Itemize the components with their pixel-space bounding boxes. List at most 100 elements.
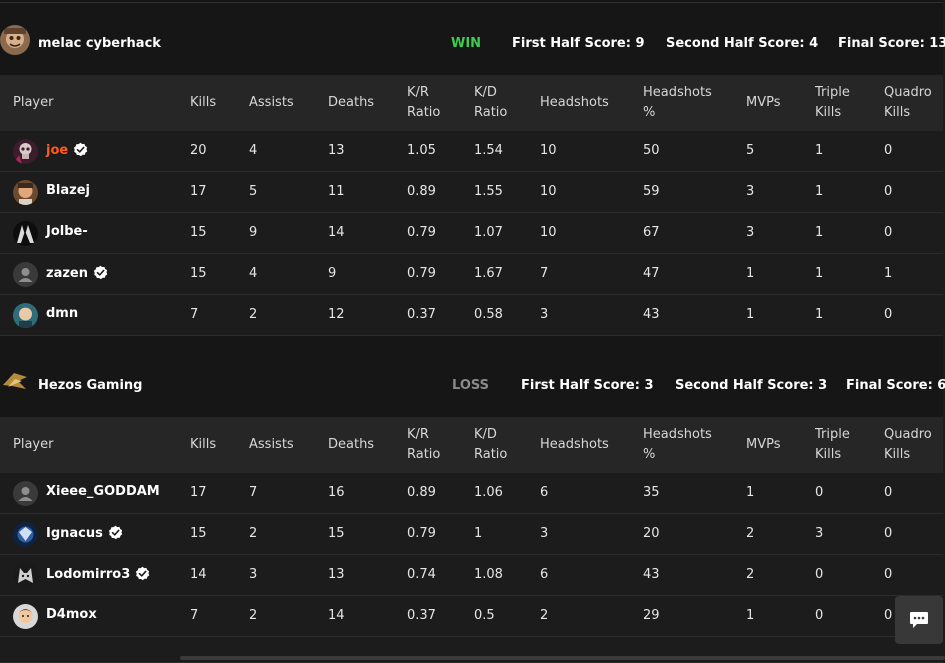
column-header-assists[interactable]: Assists xyxy=(249,93,294,113)
column-header-kd-ratio[interactable]: K/D Ratio xyxy=(474,425,507,465)
player-name-text: zazen xyxy=(46,266,88,281)
final-score: Final Score: 6 xyxy=(846,378,945,393)
player-row[interactable]: Ignacus 15 2 15 0.79 1 3 20 2 3 0 xyxy=(0,514,943,555)
column-header-deaths[interactable]: Deaths xyxy=(328,93,374,113)
team-name[interactable]: melac cyberhack xyxy=(38,36,161,51)
stat-headshots: 10 xyxy=(540,143,557,158)
player-row[interactable]: Blazej 17 5 11 0.89 1.55 10 59 3 1 0 xyxy=(0,172,943,213)
stat-headshots: 3 xyxy=(540,526,549,541)
column-header-kr-ratio[interactable]: K/R Ratio xyxy=(407,425,440,465)
column-header-line: Headshots xyxy=(643,427,712,442)
player-avatar[interactable] xyxy=(13,303,38,328)
first-half-score: First Half Score: 9 xyxy=(512,36,645,51)
column-header-kills[interactable]: Kills xyxy=(190,93,216,113)
stat-mvps: 1 xyxy=(746,266,755,281)
player-avatar[interactable] xyxy=(13,180,38,205)
player-name[interactable]: D4mox xyxy=(46,607,97,622)
stat-headshots: 3 xyxy=(540,307,549,322)
stat-triple-kills: 1 xyxy=(815,184,824,199)
column-header-kr-ratio[interactable]: K/R Ratio xyxy=(407,83,440,123)
player-name[interactable]: dmn xyxy=(46,306,78,321)
player-avatar[interactable] xyxy=(13,522,38,547)
player-name[interactable]: Blazej xyxy=(46,183,90,198)
column-header-kills[interactable]: Kills xyxy=(190,435,216,455)
column-header-headshots[interactable]: Headshots xyxy=(540,435,609,455)
column-header-line: Kills xyxy=(884,447,911,462)
column-header-headshots[interactable]: Headshots xyxy=(540,93,609,113)
column-header-line: Kills xyxy=(190,95,217,110)
column-header-assists[interactable]: Assists xyxy=(249,435,294,455)
match-result: WIN xyxy=(451,36,482,51)
column-header-player[interactable]: Player xyxy=(13,93,53,113)
stat-quadro-kills: 0 xyxy=(884,225,893,240)
player-name-text: Jolbe- xyxy=(46,224,88,239)
stat-assists: 4 xyxy=(249,143,258,158)
player-row[interactable]: dmn 7 2 12 0.37 0.58 3 43 1 1 0 xyxy=(0,295,943,336)
top-divider xyxy=(0,2,943,3)
column-header-line: Headshots xyxy=(540,95,609,110)
column-header-line: Player xyxy=(13,437,54,452)
player-name[interactable]: Lodomirro3 xyxy=(46,566,150,582)
player-row[interactable]: Jolbe- 15 9 14 0.79 1.07 10 67 3 1 0 xyxy=(0,213,943,254)
player-row[interactable]: Xieee_GODDAM 17 7 16 0.89 1.06 6 35 1 0 0 xyxy=(0,473,943,514)
player-row[interactable]: Lodomirro3 14 3 13 0.74 1.08 6 43 2 0 0 xyxy=(0,555,943,596)
match-result: LOSS xyxy=(452,378,490,393)
player-name[interactable]: zazen xyxy=(46,265,108,281)
column-header-player[interactable]: Player xyxy=(13,435,53,455)
column-header-line: Ratio xyxy=(407,447,441,462)
player-row[interactable]: joe 20 4 13 1.05 1.54 10 50 5 1 0 xyxy=(0,131,943,172)
column-header-quadro-kills[interactable]: Quadro Kills xyxy=(884,83,932,123)
stat-mvps: 2 xyxy=(746,526,755,541)
column-header-triple-kills[interactable]: Triple Kills xyxy=(815,425,850,465)
verified-badge-icon xyxy=(74,142,88,157)
stat-assists: 7 xyxy=(249,485,258,500)
default-avatar xyxy=(13,481,38,506)
stat-deaths: 14 xyxy=(328,225,345,240)
chat-icon xyxy=(910,612,928,628)
player-avatar[interactable] xyxy=(13,262,38,287)
player-avatar[interactable] xyxy=(13,139,38,164)
player-row[interactable]: D4mox 7 2 14 0.37 0.5 2 29 1 0 0 xyxy=(0,596,943,637)
stat-kd-ratio: 1.54 xyxy=(474,143,503,158)
stat-kills: 17 xyxy=(190,485,207,500)
column-header-quadro-kills[interactable]: Quadro Kills xyxy=(884,425,932,465)
player-avatar[interactable] xyxy=(13,481,38,506)
column-header-headshots-pct[interactable]: Headshots% xyxy=(643,425,712,465)
column-header-line: % xyxy=(643,105,656,120)
player-name[interactable]: Ignacus xyxy=(46,525,123,541)
stat-mvps: 3 xyxy=(746,184,755,199)
horizontal-scrollbar[interactable] xyxy=(180,656,945,660)
column-header-headshots-pct[interactable]: Headshots% xyxy=(643,83,712,123)
team-logo xyxy=(0,25,30,55)
stat-kr-ratio: 0.74 xyxy=(407,567,436,582)
column-header-line: K/D xyxy=(474,427,497,442)
column-header-mvps[interactable]: MVPs xyxy=(746,435,781,455)
column-header-triple-kills[interactable]: Triple Kills xyxy=(815,83,850,123)
stat-triple-kills: 0 xyxy=(815,567,824,582)
player-row[interactable]: zazen 15 4 9 0.79 1.67 7 47 1 1 1 xyxy=(0,254,943,295)
stat-kr-ratio: 0.79 xyxy=(407,225,436,240)
column-header-kd-ratio[interactable]: K/D Ratio xyxy=(474,83,507,123)
player-avatar[interactable] xyxy=(13,221,38,246)
player-avatar[interactable] xyxy=(13,604,38,629)
column-header-line: K/R xyxy=(407,85,429,100)
stat-headshots-pct: 43 xyxy=(643,567,660,582)
stat-quadro-kills: 0 xyxy=(884,485,893,500)
team-header: melac cyberhack WIN First Half Score: 9 Sec… xyxy=(0,3,945,75)
column-header-mvps[interactable]: MVPs xyxy=(746,93,781,113)
stat-assists: 4 xyxy=(249,266,258,281)
team-name[interactable]: Hezos Gaming xyxy=(38,378,143,393)
player-avatar[interactable] xyxy=(13,563,38,588)
stat-mvps: 5 xyxy=(746,143,755,158)
column-header-line: Headshots xyxy=(540,437,609,452)
chat-button[interactable] xyxy=(895,596,943,644)
player-name[interactable]: joe xyxy=(46,142,88,158)
player-name[interactable]: Jolbe- xyxy=(46,224,88,239)
player-name[interactable]: Xieee_GODDAM xyxy=(46,484,160,499)
stat-deaths: 11 xyxy=(328,184,345,199)
column-header-deaths[interactable]: Deaths xyxy=(328,435,374,455)
stat-deaths: 13 xyxy=(328,143,345,158)
stat-headshots-pct: 20 xyxy=(643,526,660,541)
stat-headshots-pct: 43 xyxy=(643,307,660,322)
